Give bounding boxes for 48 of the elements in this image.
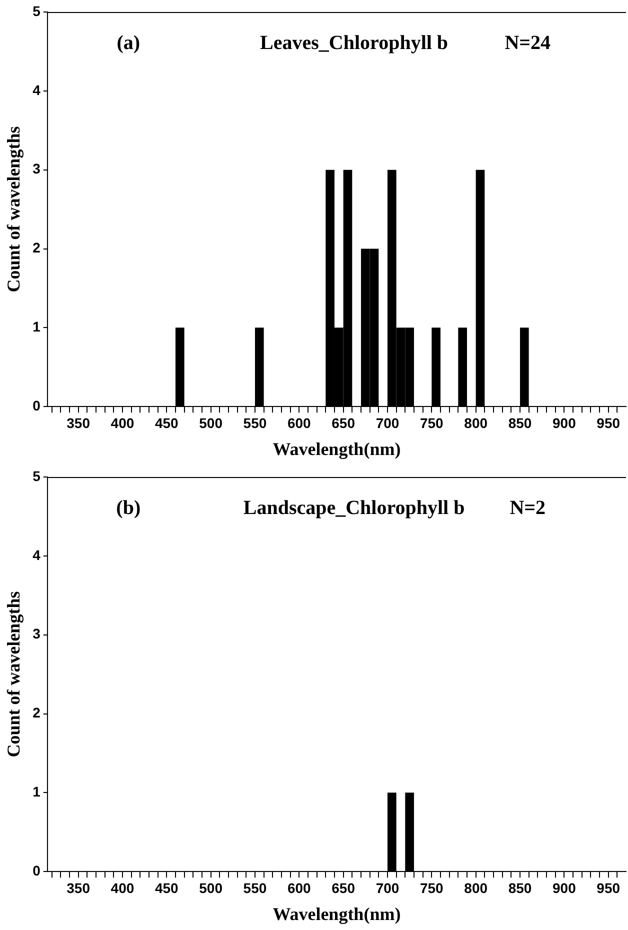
y-tick-label: 4 bbox=[32, 82, 41, 98]
annotation: (b) bbox=[116, 497, 141, 520]
y-axis-title: Count of wavelengths bbox=[3, 126, 24, 292]
x-tick-label: 450 bbox=[154, 414, 179, 431]
x-tick-label: 400 bbox=[110, 880, 134, 896]
x-tick-label: 350 bbox=[66, 414, 90, 431]
x-tick-label: 750 bbox=[420, 880, 444, 896]
x-tick-label: 900 bbox=[552, 880, 576, 896]
x-tick-label: 400 bbox=[110, 414, 134, 431]
x-tick-label: 500 bbox=[199, 414, 223, 431]
x-tick-label: 850 bbox=[508, 414, 532, 431]
x-axis-title: Wavelength(nm) bbox=[272, 438, 401, 459]
text: Landscape_Chlorophyll b bbox=[243, 497, 465, 520]
x-tick-label: 600 bbox=[287, 880, 312, 896]
x-tick-label: 650 bbox=[332, 414, 356, 431]
x-tick-label: 650 bbox=[332, 880, 356, 896]
x-tick-label: 700 bbox=[376, 414, 400, 431]
x-tick-label: 750 bbox=[420, 414, 444, 431]
y-tick-label: 0 bbox=[32, 397, 41, 414]
y-tick-label: 2 bbox=[32, 240, 41, 256]
y-tick-label: 1 bbox=[32, 318, 41, 335]
x-tick-label: 900 bbox=[552, 414, 576, 431]
x-tick-label: 600 bbox=[287, 414, 312, 431]
x-tick-label: 500 bbox=[199, 880, 223, 896]
y-tick-label: 5 bbox=[32, 468, 41, 484]
x-tick-label: 950 bbox=[596, 880, 620, 896]
y-tick-label: 2 bbox=[32, 704, 41, 721]
annotation: N=24 bbox=[504, 32, 551, 54]
x-tick-label: 350 bbox=[66, 880, 90, 896]
x-tick-label: 700 bbox=[376, 880, 400, 896]
text: Leaves_Chlorophyll b bbox=[260, 32, 448, 54]
y-tick-label: 0 bbox=[32, 862, 41, 878]
x-tick-label: 550 bbox=[243, 414, 267, 431]
x-tick-label: 800 bbox=[464, 880, 488, 896]
x-tick-label: 800 bbox=[464, 414, 488, 431]
x-tick-label: 950 bbox=[596, 414, 620, 431]
y-tick-label: 1 bbox=[32, 784, 41, 800]
x-tick-label: 550 bbox=[243, 880, 267, 896]
x-tick-label: 450 bbox=[154, 880, 179, 896]
y-tick-label: 4 bbox=[32, 546, 41, 563]
y-tick-label: 3 bbox=[32, 160, 41, 177]
y-axis-title: Count of wavelengths bbox=[3, 591, 24, 758]
x-axis-title: Wavelength(nm) bbox=[272, 904, 401, 924]
y-tick-label: 5 bbox=[32, 2, 41, 19]
x-tick-label: 850 bbox=[508, 880, 532, 896]
annotation: (a) bbox=[116, 32, 140, 54]
annotation: N=2 bbox=[510, 497, 546, 520]
y-tick-label: 3 bbox=[32, 626, 41, 642]
